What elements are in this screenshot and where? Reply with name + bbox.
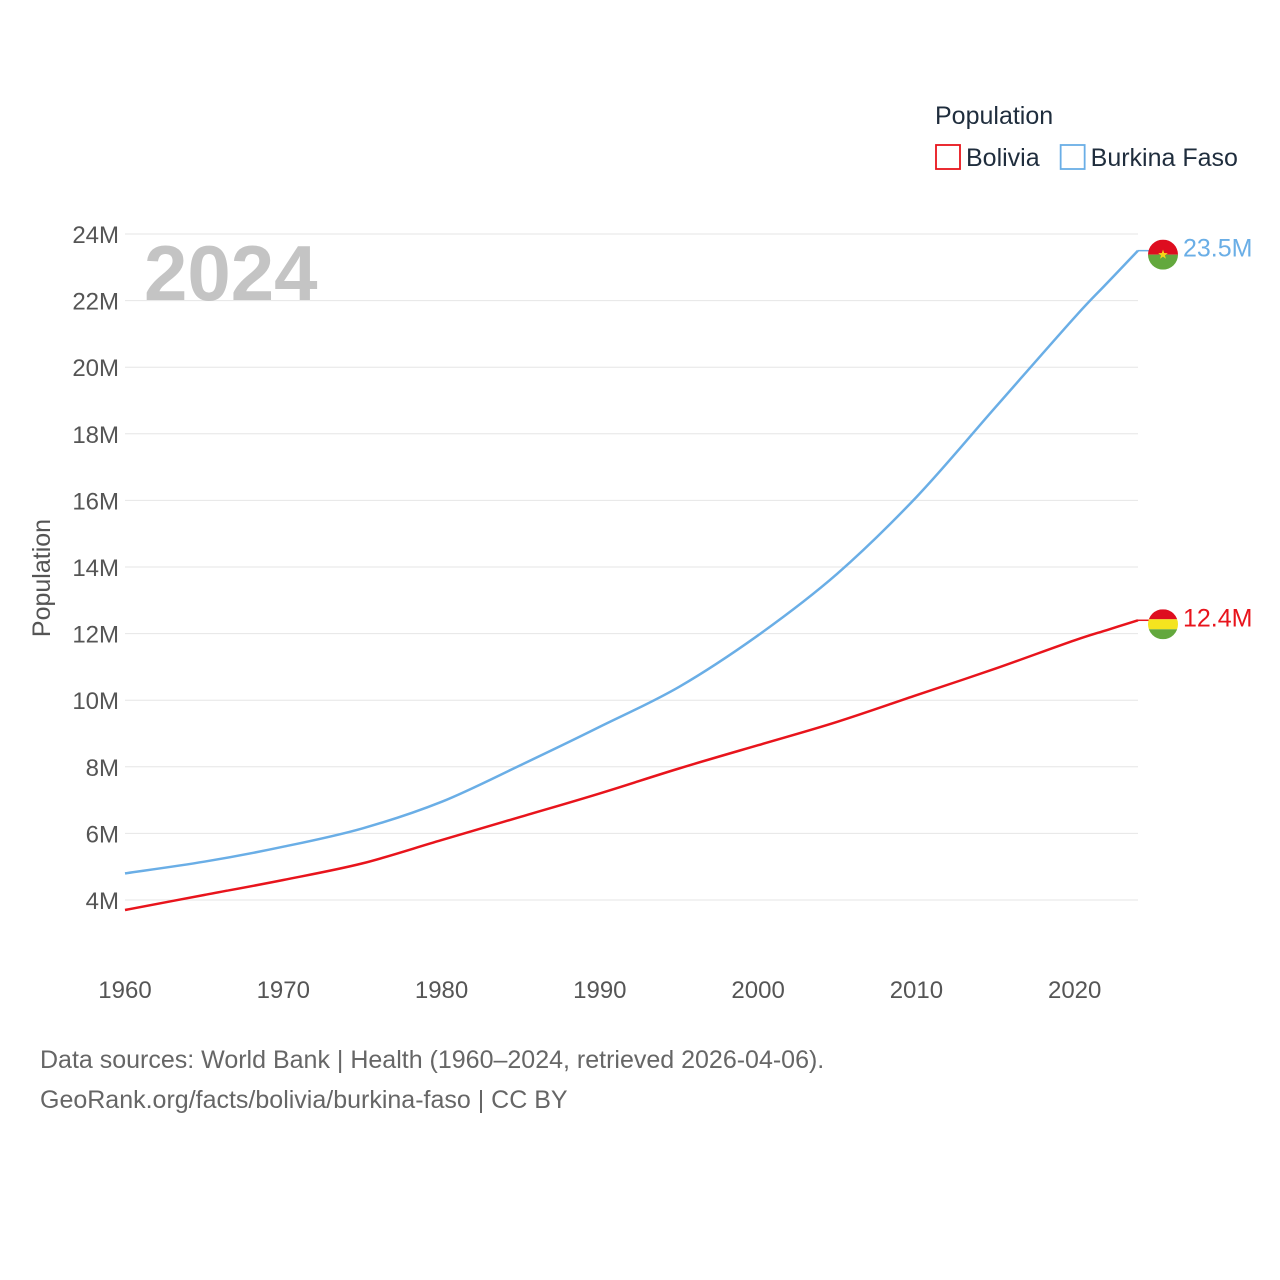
x-tick-label: 1960	[98, 977, 151, 1004]
year-label: 2024	[144, 229, 318, 317]
y-tick-label: 14M	[72, 555, 119, 582]
data-source-text: Data sources: World Bank | Health (1960–…	[40, 1046, 825, 1074]
series-end-label: 12.4M	[1183, 604, 1252, 632]
x-tick-label: 1990	[573, 977, 626, 1004]
x-tick-label: 1970	[257, 977, 310, 1004]
burkina-faso-flag	[1148, 239, 1178, 270]
legend-label: Bolivia	[966, 144, 1040, 172]
y-tick-label: 8M	[86, 755, 119, 782]
grid-lines	[125, 233, 1138, 901]
legend-label: Burkina Faso	[1091, 144, 1238, 172]
series-line-bolivia	[124, 619, 1139, 912]
series-line-burkina-faso	[124, 249, 1139, 875]
x-axis-ticks: 1960 1970 1980 1990 2000 2010 2020	[98, 977, 1101, 1004]
y-tick-label: 20M	[72, 355, 119, 382]
series-lines: 12.4M 23.5M	[124, 235, 1252, 912]
y-tick-label: 4M	[86, 888, 119, 915]
y-tick-label: 22M	[72, 289, 119, 316]
series-end-label: 23.5M	[1183, 235, 1252, 263]
y-axis-label: Population	[28, 519, 56, 637]
bolivia-flag	[1148, 609, 1178, 640]
x-tick-label: 2020	[1048, 977, 1101, 1004]
y-axis-ticks: 4M 6M 8M 10M 12M 14M 16M 18M 20M 22M 24M	[72, 222, 119, 915]
y-tick-label: 10M	[72, 688, 119, 715]
legend-title: Population	[935, 102, 1053, 130]
legend-swatch	[935, 144, 961, 170]
legend-swatch	[1059, 144, 1086, 170]
y-tick-label: 6M	[86, 821, 119, 848]
attribution-text: GeoRank.org/facts/bolivia/burkina-faso |…	[40, 1086, 568, 1114]
y-tick-label: 16M	[72, 488, 119, 515]
x-tick-label: 2000	[731, 977, 784, 1004]
legend: Population Bolivia Burkina Faso	[935, 102, 1238, 172]
x-tick-label: 2010	[890, 977, 943, 1004]
y-tick-label: 12M	[72, 622, 119, 649]
x-tick-label: 1980	[415, 977, 468, 1004]
y-tick-label: 18M	[72, 422, 119, 449]
y-tick-label: 24M	[72, 222, 119, 249]
